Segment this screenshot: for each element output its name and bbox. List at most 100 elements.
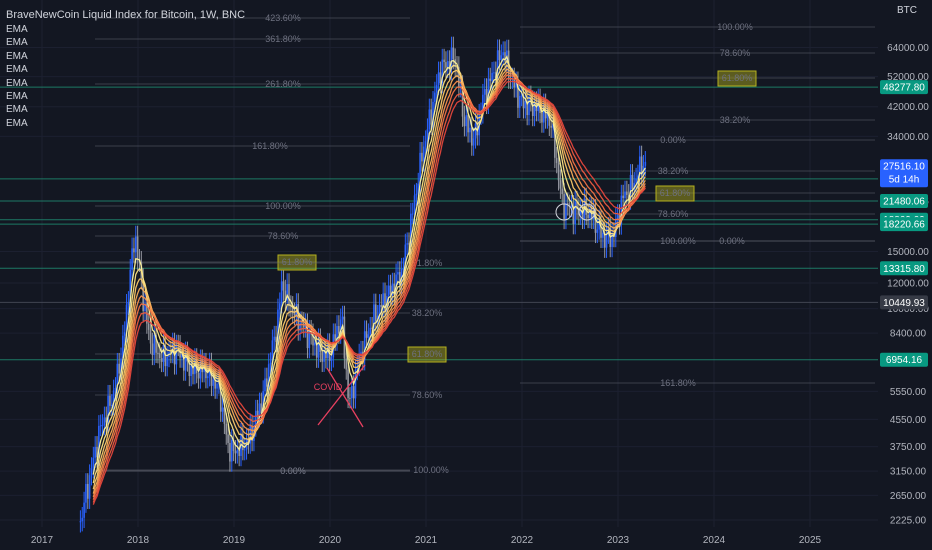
level-price-tag: [880, 295, 928, 310]
candle-body: [517, 82, 519, 108]
candle-body: [452, 47, 455, 60]
level-price-tag: [880, 194, 928, 209]
candle-body: [293, 313, 296, 316]
y-tick-label: 2225.00: [890, 516, 927, 527]
candle-body: [184, 352, 187, 371]
candle-body: [321, 351, 324, 362]
candle-body: [422, 146, 425, 162]
candle-body: [426, 129, 429, 142]
candle-body: [356, 365, 359, 371]
candle-body: [439, 72, 442, 84]
candle-body: [118, 363, 120, 374]
ema-label[interactable]: EMA: [6, 50, 28, 62]
candle-body: [496, 50, 499, 79]
candle-body: [314, 342, 316, 346]
candle-body: [262, 391, 264, 414]
candle-body: [542, 104, 545, 123]
candle-body: [616, 215, 619, 219]
candle-body: [443, 59, 445, 63]
candle-body: [336, 326, 338, 341]
candle-body: [149, 329, 152, 344]
candle-body: [155, 334, 157, 353]
x-tick-label: 2020: [319, 535, 342, 546]
candle-body: [290, 306, 292, 308]
candle-body: [85, 484, 87, 503]
candle-body: [360, 351, 362, 355]
level-price-tag: [880, 217, 928, 232]
level-price-label: 10449.93: [883, 298, 925, 309]
candle-body: [513, 78, 516, 88]
ema-label[interactable]: EMA: [6, 37, 28, 49]
fib-highlight-box: [717, 70, 757, 87]
candle-body: [434, 92, 436, 102]
level-price-tag: [880, 352, 928, 367]
ema-label[interactable]: EMA: [6, 24, 28, 35]
fib-label: 38.20%: [658, 166, 689, 176]
candle-body: [587, 214, 589, 218]
candle-body: [404, 244, 407, 269]
candle-body: [541, 112, 543, 123]
candle-body: [437, 72, 440, 85]
candle-body: [463, 116, 466, 127]
candle-body: [629, 174, 632, 200]
candle-body: [576, 201, 578, 209]
candle-body: [531, 101, 534, 117]
candle-body: [432, 101, 434, 125]
candle-body: [518, 95, 521, 108]
candle-body: [258, 403, 261, 418]
candle-body: [243, 449, 246, 451]
current-price-label: 27516.10: [883, 162, 925, 173]
candle-body: [109, 395, 111, 406]
ema-label[interactable]: EMA: [6, 77, 28, 89]
candle-body: [546, 113, 549, 119]
candle-body: [566, 203, 569, 206]
y-tick-label: 15000.00: [887, 247, 929, 258]
candle-body: [147, 323, 150, 330]
candle-body: [286, 284, 288, 301]
candle-body: [136, 236, 139, 260]
candle-body: [498, 50, 501, 61]
candle-body: [637, 175, 639, 179]
candle-body: [188, 361, 191, 376]
candle-body: [122, 335, 124, 359]
level-price-label: 21480.06: [883, 197, 925, 208]
candle-body: [369, 327, 372, 335]
x-tick-label: 2023: [607, 535, 630, 546]
candle-body: [134, 236, 137, 253]
candle-body: [79, 521, 82, 523]
fib-label: 61.80%: [722, 73, 753, 83]
candle-body: [472, 138, 475, 146]
candle-body: [413, 195, 416, 214]
y-tick-label: 8400.00: [890, 329, 927, 340]
ema-line: [92, 80, 646, 505]
y-tick-label: 52000.00: [887, 72, 929, 83]
level-price-tag: [880, 80, 928, 95]
fib-label: 78.60%: [268, 231, 299, 241]
candle-body: [603, 232, 606, 248]
ema-label[interactable]: EMA: [6, 64, 28, 76]
candle-body: [267, 364, 270, 387]
candle-body: [216, 383, 218, 389]
candle-body: [175, 345, 178, 365]
fib-label: 100.00%: [265, 201, 301, 211]
candle-body: [391, 283, 394, 295]
candle-body: [408, 243, 410, 245]
candle-body: [402, 268, 405, 270]
ema-label[interactable]: EMA: [6, 91, 28, 103]
candle-body: [221, 407, 224, 412]
candle-body: [83, 502, 85, 518]
candle-body: [441, 59, 444, 84]
ema-label[interactable]: EMA: [6, 117, 28, 129]
candle-body: [347, 369, 349, 398]
ema-label[interactable]: EMA: [6, 104, 28, 116]
candle-body: [194, 359, 196, 375]
candle-body: [398, 272, 401, 286]
candle-body: [598, 220, 600, 230]
candle-body: [415, 193, 418, 196]
candle-body: [266, 378, 268, 387]
y-axis: BTC 64000.00 52000.00 42000.00 34000.00 21480…: [880, 5, 929, 527]
candle-body: [533, 102, 536, 117]
annotations: COVID: [314, 203, 596, 428]
candle-body: [374, 304, 377, 322]
